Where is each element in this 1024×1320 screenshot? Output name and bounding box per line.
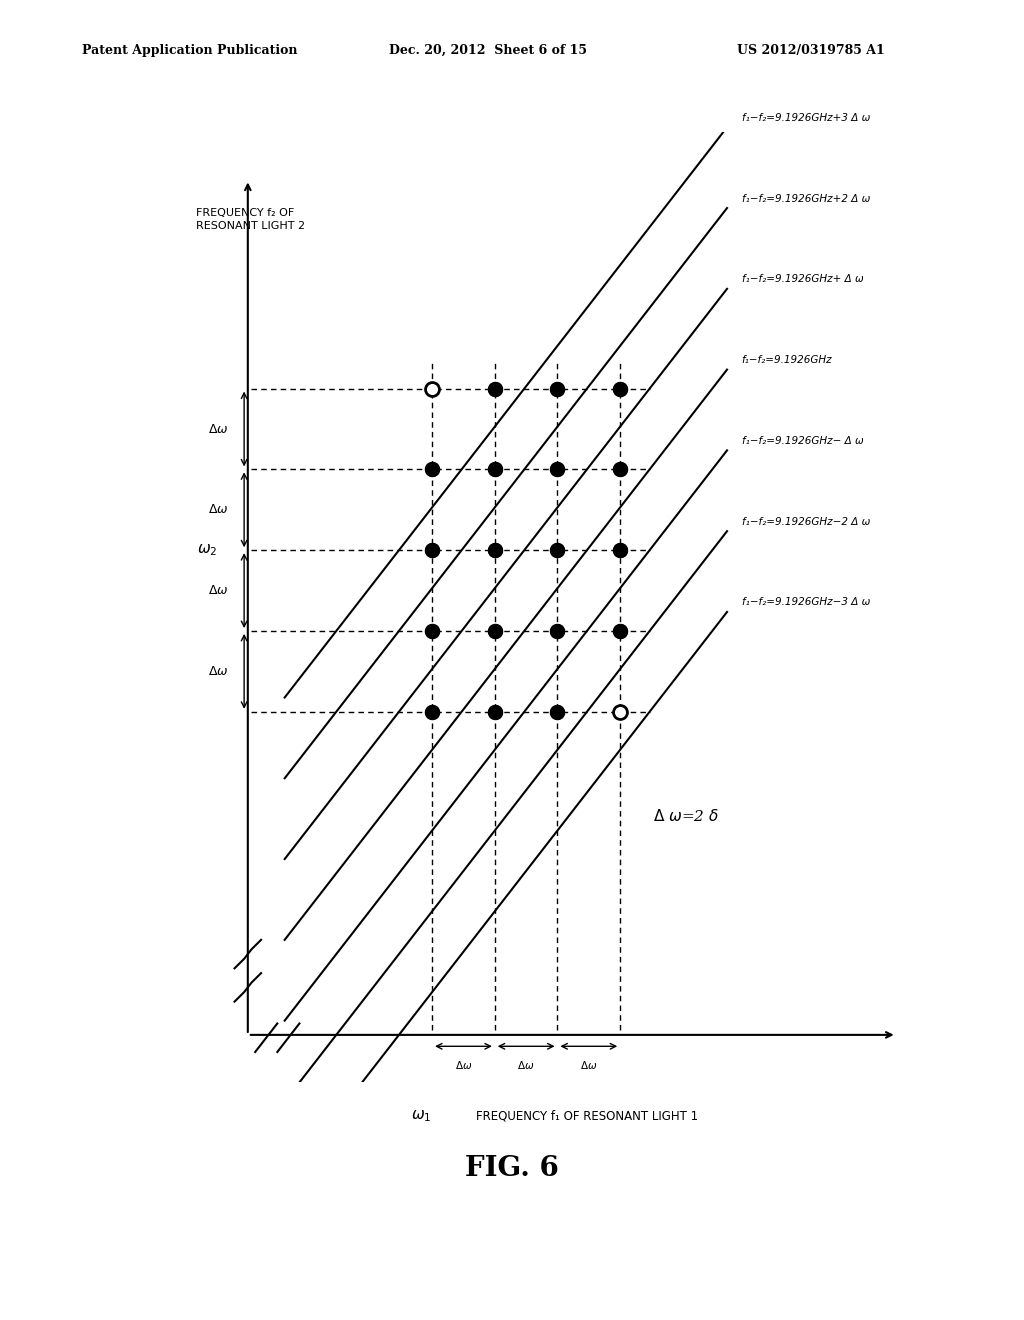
Text: $\omega_2$: $\omega_2$ xyxy=(197,543,217,558)
Text: Dec. 20, 2012  Sheet 6 of 15: Dec. 20, 2012 Sheet 6 of 15 xyxy=(389,44,587,57)
Text: FIG. 6: FIG. 6 xyxy=(465,1155,559,1181)
Text: $\Delta\omega$: $\Delta\omega$ xyxy=(208,422,228,436)
Text: f₁−f₂=9.1926GHz+ Δ ω: f₁−f₂=9.1926GHz+ Δ ω xyxy=(741,275,863,284)
Text: US 2012/0319785 A1: US 2012/0319785 A1 xyxy=(737,44,885,57)
Text: $\Delta\omega$: $\Delta\omega$ xyxy=(581,1059,597,1072)
Text: $\Delta\omega$: $\Delta\omega$ xyxy=(517,1059,535,1072)
Text: f₁−f₂=9.1926GHz: f₁−f₂=9.1926GHz xyxy=(741,355,833,366)
Text: $\Delta\omega$: $\Delta\omega$ xyxy=(208,665,228,678)
Text: $\Delta\ \omega$=2 $\delta$: $\Delta\ \omega$=2 $\delta$ xyxy=(653,808,720,824)
Text: f₁−f₂=9.1926GHz− Δ ω: f₁−f₂=9.1926GHz− Δ ω xyxy=(741,436,863,446)
Text: $\Delta\omega$: $\Delta\omega$ xyxy=(455,1059,472,1072)
Text: Patent Application Publication: Patent Application Publication xyxy=(82,44,297,57)
Text: FREQUENCY f₁ OF RESONANT LIGHT 1: FREQUENCY f₁ OF RESONANT LIGHT 1 xyxy=(476,1109,698,1122)
Text: f₁−f₂=9.1926GHz+2 Δ ω: f₁−f₂=9.1926GHz+2 Δ ω xyxy=(741,194,870,203)
Text: f₁−f₂=9.1926GHz−2 Δ ω: f₁−f₂=9.1926GHz−2 Δ ω xyxy=(741,516,870,527)
Text: $\omega_1$: $\omega_1$ xyxy=(411,1107,431,1123)
Text: f₁−f₂=9.1926GHz−3 Δ ω: f₁−f₂=9.1926GHz−3 Δ ω xyxy=(741,598,870,607)
Text: $\Delta\omega$: $\Delta\omega$ xyxy=(208,503,228,516)
Text: f₁−f₂=9.1926GHz+3 Δ ω: f₁−f₂=9.1926GHz+3 Δ ω xyxy=(741,112,870,123)
Text: FREQUENCY f₂ OF
RESONANT LIGHT 2: FREQUENCY f₂ OF RESONANT LIGHT 2 xyxy=(197,209,305,231)
Text: $\Delta\omega$: $\Delta\omega$ xyxy=(208,583,228,597)
